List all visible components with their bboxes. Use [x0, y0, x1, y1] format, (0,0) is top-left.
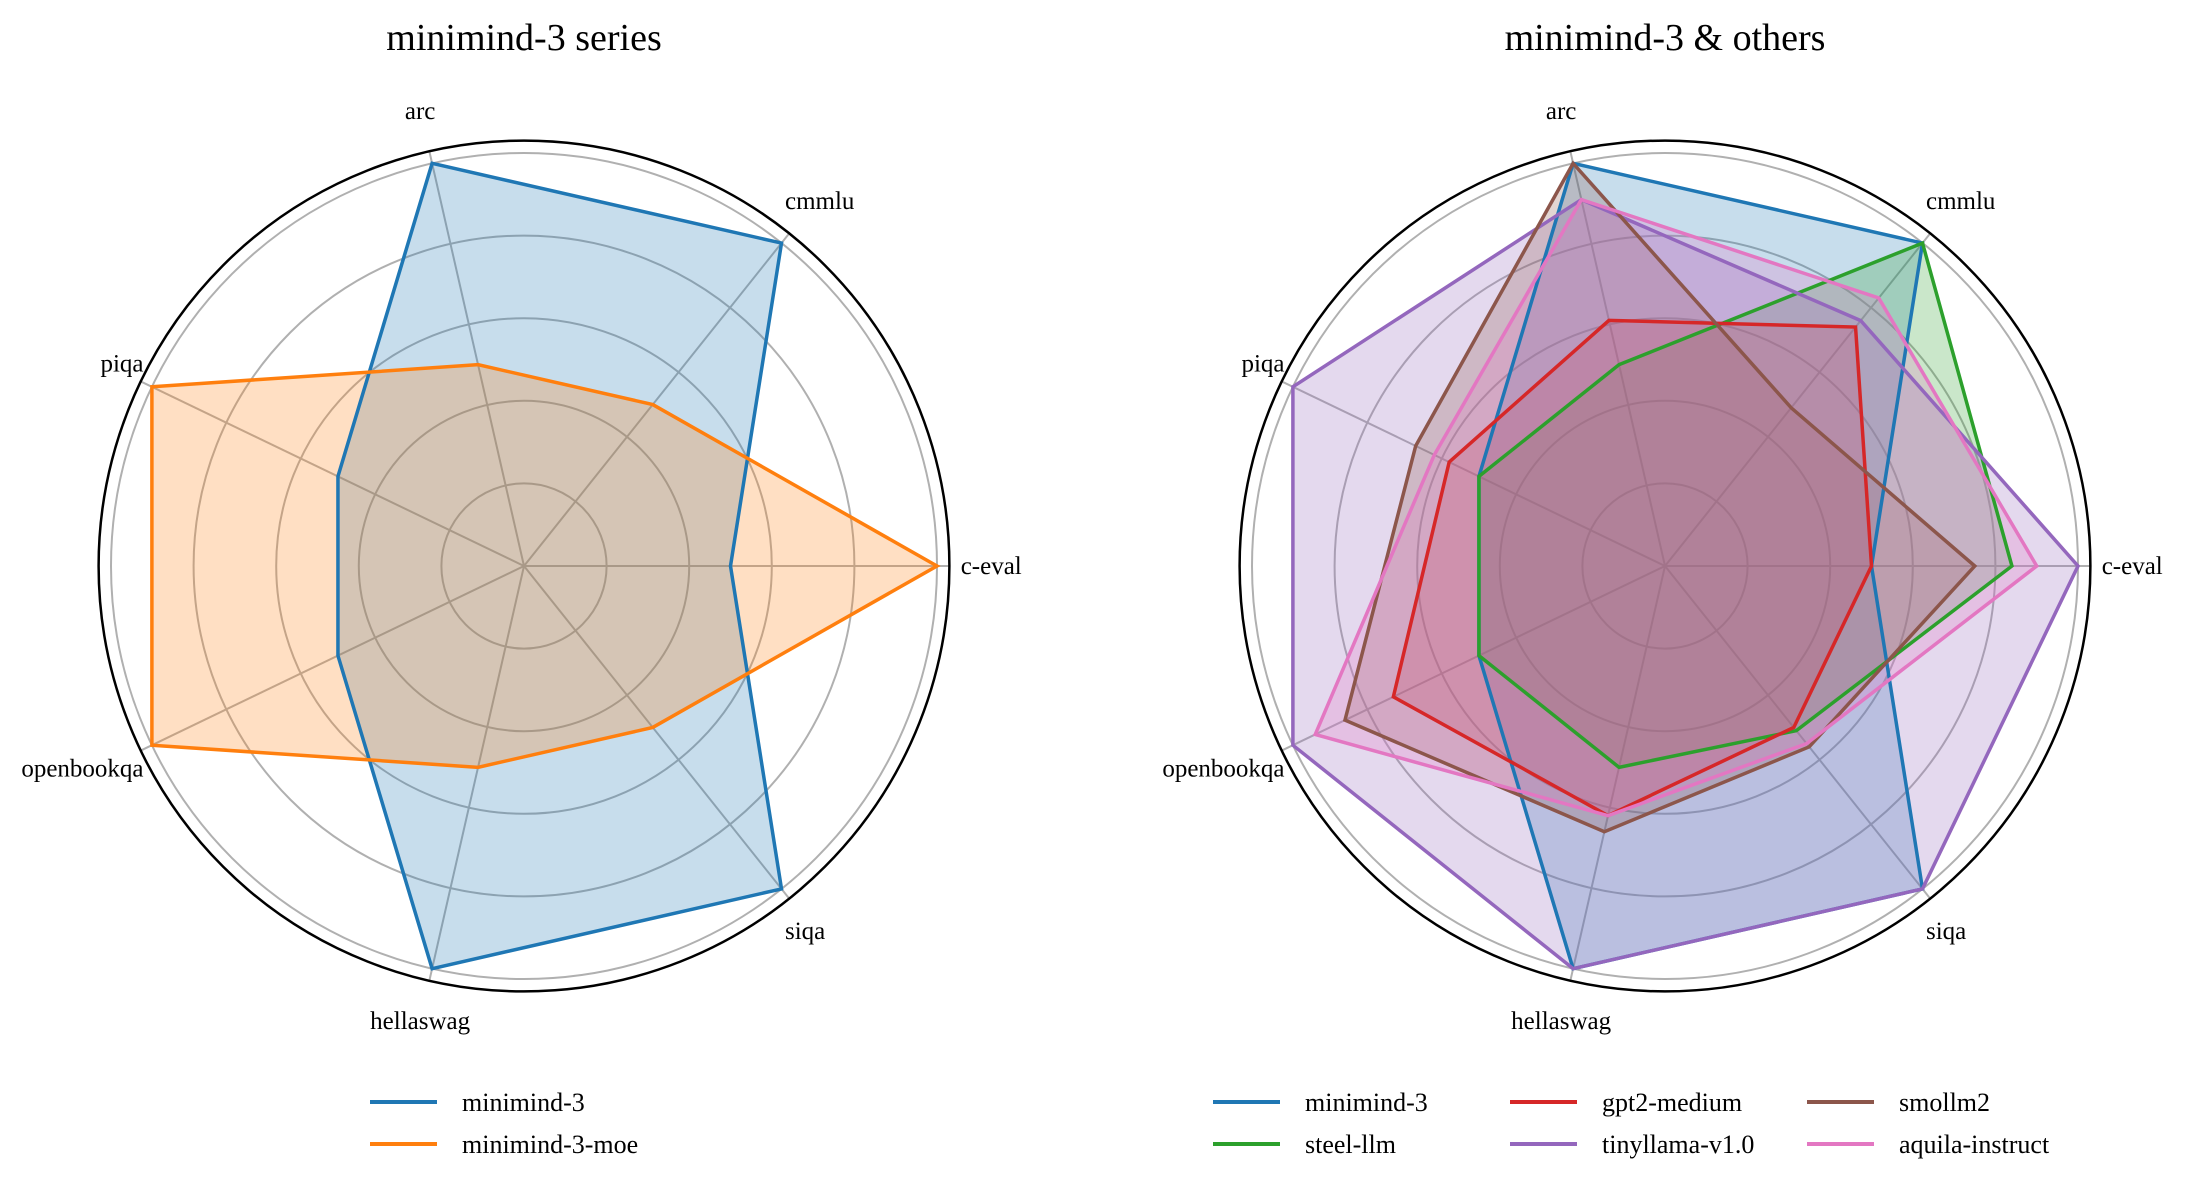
- axis-label-cmmlu: cmmlu: [785, 188, 855, 215]
- legend-label: minimind-3: [462, 1088, 585, 1117]
- grid-spoke: [428, 151, 525, 567]
- axis-label-hellaswag: hellaswag: [1511, 1008, 1611, 1035]
- legend: minimind-3 minimind-3-moe: [370, 1088, 638, 1159]
- legend-item: tinyllama-v1.0: [1510, 1130, 1754, 1159]
- axis-label-openbookqa: openbookqa: [21, 755, 143, 782]
- axis-label-c-eval: c-eval: [2102, 553, 2163, 580]
- legend: minimind-3 steel-llm gpt2-medium tinyllama-…: [1213, 1088, 2050, 1159]
- legend-item: minimind-3: [370, 1088, 585, 1117]
- chart-title: minimind-3 series: [386, 17, 661, 59]
- legend-label: tinyllama-v1.0: [1602, 1130, 1754, 1159]
- grid-spoke: [1664, 565, 1932, 900]
- axis-label-c-eval: c-eval: [961, 553, 1022, 580]
- legend-item: gpt2-medium: [1510, 1088, 1742, 1117]
- grid-spoke: [523, 232, 791, 567]
- axis-label-piqa: piqa: [100, 351, 143, 378]
- axis-label-arc: arc: [1546, 98, 1577, 125]
- series-line-steel-llm: [1477, 240, 2014, 770]
- legend-label: smollm2: [1899, 1088, 1990, 1117]
- axis-label-hellaswag: hellaswag: [370, 1008, 470, 1035]
- axis-label-siqa: siqa: [1926, 918, 1966, 945]
- grid-spoke: [140, 565, 525, 752]
- radar-chart-1: c-eval cmmlu arc piqa openbookqa hellaswag siq…: [1162, 17, 2162, 1159]
- legend-label: minimind-3: [1305, 1088, 1428, 1117]
- grid-spoke: [1569, 151, 1666, 567]
- series-line-gpt2-medium: [1391, 318, 1874, 818]
- grid-spoke: [428, 565, 525, 981]
- series-area-gpt2-medium: [1393, 320, 1872, 816]
- legend-label: steel-llm: [1305, 1130, 1396, 1159]
- grid-spoke: [1281, 380, 1666, 567]
- chart-title: minimind-3 & others: [1505, 17, 1826, 59]
- legend-label: minimind-3-moe: [462, 1130, 638, 1159]
- series-area-minimind-3-moe: [151, 364, 938, 768]
- axis-label-arc: arc: [405, 98, 436, 125]
- series-area-minimind-3: [337, 163, 782, 969]
- legend-item: steel-llm: [1213, 1130, 1396, 1159]
- grid-spoke: [1664, 232, 1932, 567]
- polar-frame: [97, 139, 951, 993]
- legend-item: minimind-3: [1213, 1088, 1428, 1117]
- grid-spoke: [140, 380, 525, 567]
- legend-item: minimind-3-moe: [370, 1130, 638, 1159]
- series-area-minimind-3: [1478, 163, 1923, 969]
- legend-item: aquila-instruct: [1807, 1130, 2050, 1159]
- series-line-tinyllama-v1.0: [1291, 197, 2081, 971]
- series-area-smollm2: [1344, 163, 1975, 832]
- axis-label-cmmlu: cmmlu: [1926, 188, 1996, 215]
- legend-label: aquila-instruct: [1899, 1130, 2050, 1159]
- grid-spoke: [523, 565, 791, 900]
- polar-frame: [1238, 139, 2092, 993]
- axis-label-siqa: siqa: [785, 918, 825, 945]
- axis-label-openbookqa: openbookqa: [1162, 755, 1284, 782]
- series-area-tinyllama-v1.0: [1292, 199, 2078, 969]
- series-line-minimind-3-moe: [150, 362, 941, 770]
- series-line-aquila-instruct: [1312, 197, 2039, 818]
- radar-chart-0: c-eval cmmlu arc piqa openbookqa hellaswag siq…: [21, 17, 1021, 1159]
- series-area-steel-llm: [1478, 243, 2012, 768]
- axis-label-piqa: piqa: [1241, 351, 1284, 378]
- legend-item: smollm2: [1807, 1088, 1990, 1117]
- grid-spoke: [1569, 565, 1666, 981]
- series-line-minimind-3: [336, 161, 784, 971]
- legend-label: gpt2-medium: [1602, 1088, 1742, 1117]
